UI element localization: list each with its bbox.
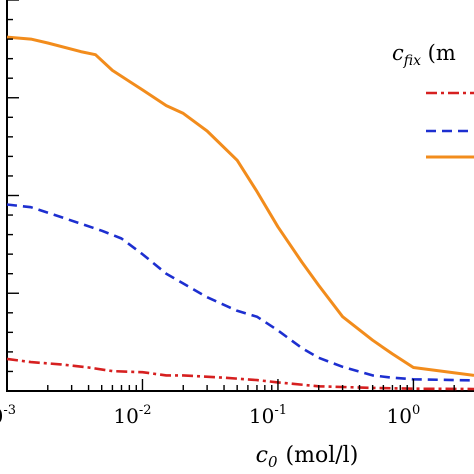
- series-line-dashed: [6, 203, 474, 382]
- x-axis-label-base: c: [256, 443, 268, 468]
- x-tick-exponent: -3: [3, 403, 16, 418]
- x-tick-label: 10-1: [249, 403, 287, 428]
- legend-title: cfix (m: [392, 41, 456, 69]
- series-lines: [6, 35, 474, 391]
- x-axis-label-subscript: 0: [268, 453, 278, 471]
- x-tick-exponent: -1: [274, 403, 287, 418]
- legend: cfix (m: [392, 41, 474, 159]
- x-tick-exponent: -2: [139, 403, 152, 418]
- series-line-solid: [6, 35, 474, 377]
- x-tick-exponent: 0: [412, 403, 420, 418]
- x-tick-label: 10-2: [113, 403, 151, 428]
- series-line-dash-dot: [6, 357, 474, 391]
- x-tick-label: 10-3: [0, 403, 16, 428]
- x-axis-label: c0 (mol/l): [256, 443, 359, 471]
- x-axis-label-unit: (mol/l): [286, 443, 359, 468]
- axis-ticks: 10-3 10-2 10-1 100: [0, 0, 455, 428]
- x-tick-label: 100: [387, 403, 421, 428]
